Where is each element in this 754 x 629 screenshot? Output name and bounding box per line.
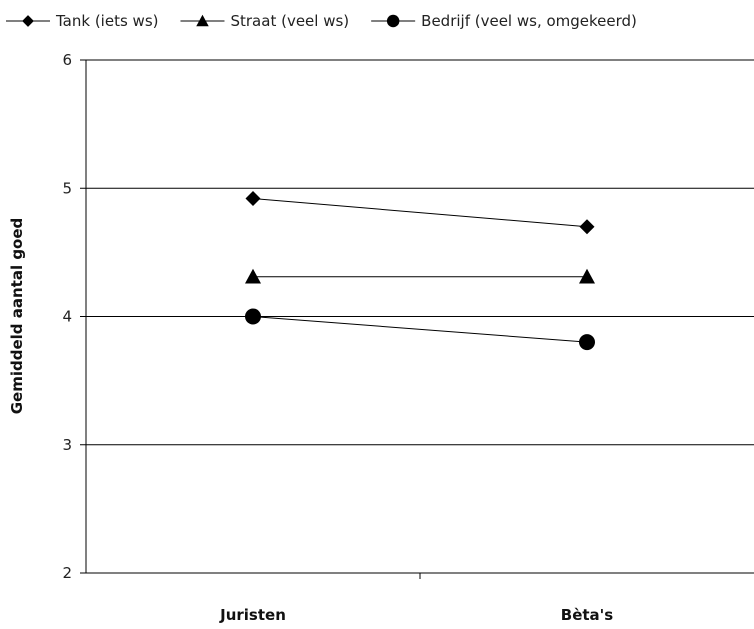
legend-item: Bedrijf (veel ws, omgekeerd) bbox=[371, 12, 637, 30]
data-point-diamond bbox=[245, 191, 261, 207]
series-line bbox=[252, 316, 588, 343]
y-tick-label: 6 bbox=[62, 51, 72, 69]
legend-marker-circle bbox=[386, 14, 400, 28]
y-axis-ticks: 2 3 4 5 6 bbox=[62, 51, 86, 582]
gridlines bbox=[86, 59, 754, 446]
series-diamond bbox=[245, 191, 595, 235]
legend-label: Straat (veel ws) bbox=[230, 12, 349, 30]
y-tick-label: 3 bbox=[62, 436, 72, 454]
data-point-diamond bbox=[579, 219, 595, 235]
y-axis-title: Gemiddeld aantal goed bbox=[8, 218, 26, 415]
data-point-circle bbox=[579, 334, 595, 351]
legend-item: Straat (veel ws) bbox=[180, 12, 349, 30]
chart-legend: Tank (iets ws) Straat (veel ws) Bedrijf (v… bbox=[6, 12, 637, 30]
series-group bbox=[245, 191, 595, 351]
legend-marker-diamond bbox=[22, 15, 34, 27]
x-category-label: Juristen bbox=[219, 606, 286, 624]
legend-item: Tank (iets ws) bbox=[6, 12, 158, 30]
y-tick-label: 2 bbox=[62, 564, 72, 582]
data-point-triangle bbox=[245, 268, 261, 284]
y-tick-label: 4 bbox=[62, 308, 72, 326]
data-point-circle bbox=[245, 308, 261, 325]
legend-marker-triangle bbox=[196, 14, 209, 27]
series-circle bbox=[245, 308, 595, 351]
x-category-label: Bèta's bbox=[561, 606, 613, 624]
legend-label: Tank (iets ws) bbox=[55, 12, 158, 30]
x-axis-ticks: Juristen Bèta's bbox=[219, 573, 613, 624]
data-point-triangle bbox=[579, 268, 595, 284]
legend-label: Bedrijf (veel ws, omgekeerd) bbox=[421, 12, 637, 30]
series-triangle bbox=[245, 268, 595, 284]
y-tick-label: 5 bbox=[62, 179, 72, 197]
series-line bbox=[252, 198, 588, 228]
